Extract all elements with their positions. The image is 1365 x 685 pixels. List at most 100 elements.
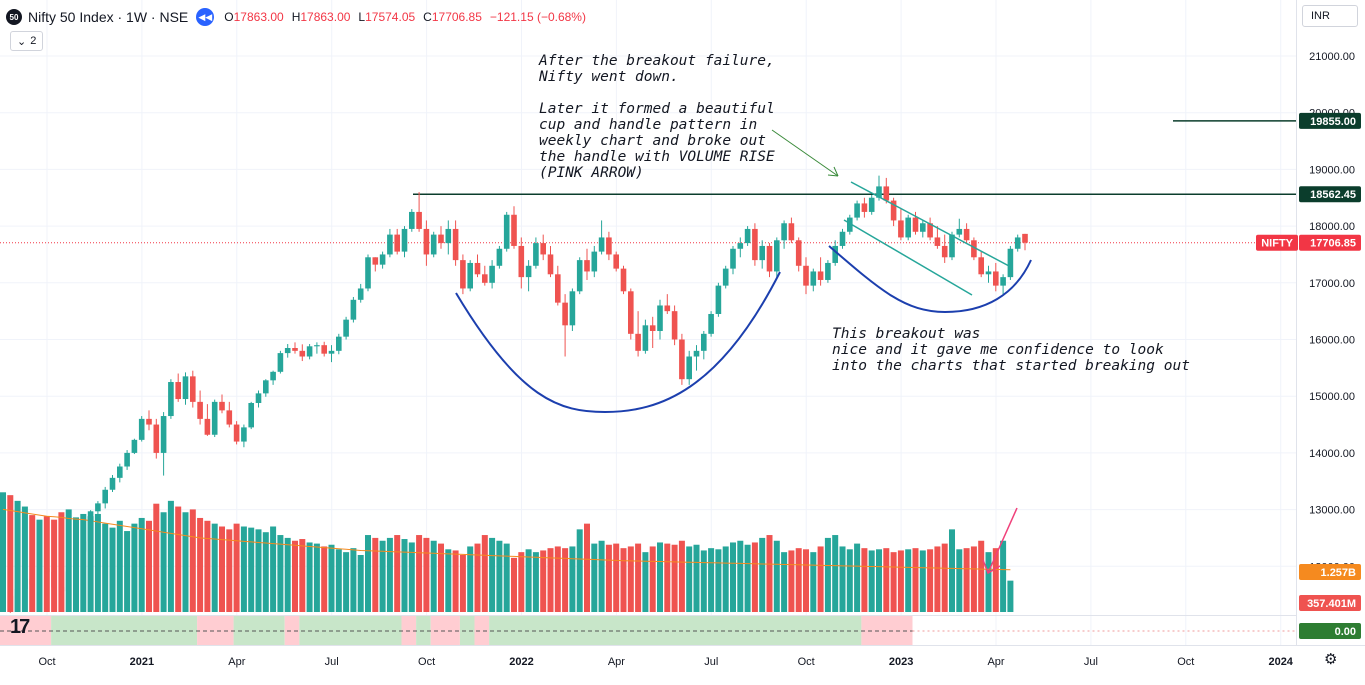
volume-bar <box>80 513 87 612</box>
volume-bar <box>1000 540 1007 612</box>
candle-body <box>22 578 28 589</box>
candle <box>409 209 415 232</box>
volume-bar <box>839 546 846 612</box>
candle-body <box>671 311 678 340</box>
candle <box>963 223 970 244</box>
candle-body <box>525 265 532 278</box>
candle <box>905 214 911 241</box>
volume-bar <box>284 537 291 612</box>
volume-ma-label-bg <box>1299 564 1361 580</box>
volume-bar <box>474 543 481 612</box>
price-tick-label: 13000.00 <box>1309 505 1355 517</box>
candle-body <box>445 228 452 244</box>
candle <box>153 418 160 459</box>
candle-body <box>956 228 963 235</box>
candle-body <box>292 348 298 351</box>
volume-series <box>0 492 1014 612</box>
volume-bar <box>751 542 758 612</box>
candle-body <box>752 228 758 261</box>
candle-body <box>839 231 846 246</box>
volume-bar <box>992 548 999 612</box>
candle-body <box>365 257 371 289</box>
candle <box>606 231 612 261</box>
candle-body <box>832 245 838 263</box>
volume-bar <box>547 548 554 612</box>
candle-body <box>555 274 561 303</box>
level-label-19855-bg <box>1299 112 1361 129</box>
candle-body <box>284 348 291 354</box>
volume-bar <box>810 552 817 612</box>
candle-body <box>635 333 641 351</box>
candle <box>226 401 233 428</box>
candle <box>438 226 444 249</box>
gear-icon[interactable]: ⚙ <box>1324 651 1338 668</box>
candle-body <box>321 345 327 354</box>
volume-bar <box>737 540 744 612</box>
rewind-icon[interactable]: ◀◀ <box>196 8 215 26</box>
volume-bar <box>700 550 707 612</box>
volume-bar <box>525 549 532 612</box>
currency-selector[interactable]: INR <box>1302 5 1358 27</box>
volume-bar <box>730 542 736 612</box>
candle <box>233 421 240 445</box>
candle <box>482 265 488 286</box>
candle <box>620 265 627 295</box>
candle-body <box>146 418 152 425</box>
volume-bar <box>153 503 160 612</box>
candle <box>825 260 831 283</box>
volume-bar <box>868 550 875 612</box>
candle-body <box>306 346 313 357</box>
volume-bar <box>876 549 882 612</box>
candle <box>890 197 897 227</box>
volume-bar <box>635 543 642 612</box>
candle <box>467 260 473 292</box>
time-tick-label: Jul <box>704 656 718 668</box>
candle <box>379 251 386 269</box>
candle <box>0 594 6 607</box>
candle <box>598 220 605 255</box>
candle-body <box>876 186 882 198</box>
candle-body <box>766 245 773 272</box>
candle <box>306 344 313 360</box>
candle <box>503 211 510 252</box>
candle <box>430 231 437 258</box>
candle <box>321 341 327 357</box>
candle-body <box>722 268 729 286</box>
volume-bar <box>299 539 306 612</box>
candle-body <box>679 339 685 380</box>
indicators-collapse-button[interactable]: ⌄ 2 <box>10 31 44 51</box>
price-tick-label: 18000.00 <box>1309 221 1355 233</box>
volume-bar <box>927 549 934 612</box>
volume-bar <box>109 527 116 612</box>
nifty-logo: 50 <box>6 9 22 25</box>
volume-bar <box>715 549 722 612</box>
candle-body <box>898 220 904 238</box>
volume-bar <box>554 546 561 612</box>
candle-body <box>182 376 189 400</box>
candle <box>168 379 174 419</box>
symbol-title[interactable]: Nifty 50 Index · 1W · NSE <box>28 9 189 25</box>
candle <box>117 463 123 483</box>
candle-body <box>277 353 284 372</box>
candle-body <box>883 186 890 201</box>
volume-bar <box>905 549 912 612</box>
annotation-top[interactable]: After the breakout failure, Nifty went d… <box>539 53 775 181</box>
volume-bar <box>379 540 386 612</box>
candle <box>591 245 598 278</box>
candle <box>357 283 364 303</box>
symbol-header: 50 Nifty 50 Index · 1W · NSE ◀◀ O17863.0… <box>6 6 586 28</box>
volume-bar <box>438 543 444 612</box>
candle <box>51 562 57 589</box>
volume-bar <box>233 523 240 612</box>
volume-bar <box>394 535 401 612</box>
volume-bar <box>956 549 963 612</box>
candle-body <box>423 228 430 255</box>
candle-body <box>51 571 57 588</box>
annotation-bottom[interactable]: This breakout was nice and it gave me co… <box>832 326 1190 374</box>
volume-bar <box>226 529 233 612</box>
last-price-label: 17706.85 <box>1299 234 1361 251</box>
volume-bar <box>795 548 802 612</box>
candle <box>766 243 773 278</box>
